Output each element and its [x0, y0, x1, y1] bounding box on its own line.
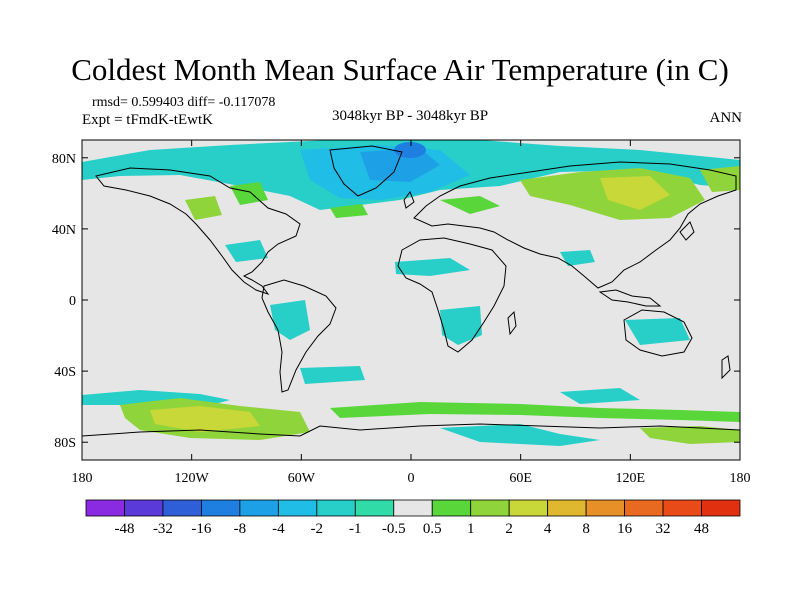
antarctic-positive-belt [330, 402, 740, 422]
map-axes: 80N 40N 0 40S 80S 180 120W 60W 0 60E 120E 180 [52, 140, 751, 486]
colorbar-swatch [624, 499, 664, 517]
colorbar-swatch [393, 499, 433, 517]
lon-tick-label: 120W [175, 471, 210, 486]
colorbar-swatch [701, 499, 741, 517]
indonesia-coast [598, 289, 662, 307]
lon-tick-label: 60E [509, 471, 532, 486]
colorbar-swatch [431, 499, 472, 517]
lon-tick-label: 120E [616, 471, 646, 486]
colorbar-swatch [508, 499, 549, 517]
colorbar-swatch [277, 499, 318, 517]
south-indian-negative-field [560, 388, 640, 404]
eurasia-coast [413, 161, 737, 289]
colorbar-swatch [354, 499, 395, 517]
colorbar-label: 1 [467, 521, 475, 537]
north-america-coast [95, 167, 301, 295]
colorbar-label: 8 [582, 521, 590, 537]
south-atlantic-negative-field [300, 366, 365, 384]
colorbar-label: -8 [234, 521, 247, 537]
southern-ocean-positive-core [150, 406, 260, 432]
stats-line: rmsd= 0.599403 diff= -0.117078 [92, 95, 276, 110]
colorbar-swatch [239, 499, 279, 517]
colorbar-swatch [124, 499, 164, 517]
colorbar-swatch [470, 499, 510, 517]
lon-tick-label: 180 [72, 471, 93, 486]
colorbar-swatch [662, 499, 702, 517]
lat-tick-label: 80S [54, 436, 76, 451]
greenland-core-field [360, 148, 440, 182]
new-zealand-coast [721, 355, 731, 380]
lat-tick-label: 40S [54, 365, 76, 380]
greenland-coast [329, 145, 403, 197]
anomaly-fields [82, 140, 740, 446]
africa-coast [397, 237, 507, 353]
colorbar-label: 16 [617, 521, 633, 537]
colorbar-swatch [85, 499, 125, 517]
europe-positive-field [440, 196, 500, 214]
colorbar-swatch [547, 499, 587, 517]
australia-negative-field [625, 318, 690, 345]
colorbar-label: 4 [544, 521, 552, 537]
colorbar-swatch [201, 499, 241, 517]
arabia-negative-field [560, 250, 595, 266]
north-atlantic-positive-field [330, 204, 368, 218]
japan-coast [679, 221, 695, 241]
lat-tick-label: 40N [52, 223, 76, 238]
colorbar-label: -4 [272, 521, 285, 537]
colorbar-swatch [316, 499, 356, 517]
colorbar-label: -48 [114, 521, 134, 537]
antarctica-coast [82, 423, 740, 437]
arctic-minimum-field [394, 142, 426, 158]
madagascar-coast [507, 310, 517, 336]
colorbar-label: 2 [505, 521, 513, 537]
south-africa-negative-field [440, 306, 482, 345]
colorbar-label: -32 [153, 521, 173, 537]
coastlines [82, 145, 740, 437]
experiment-label: Expt = tFmdK-tEwtK [82, 112, 213, 128]
uk-coast [403, 190, 415, 209]
period-label: 3048kyr BP - 3048kyr BP [331, 108, 489, 124]
colorbar-label: -1 [349, 521, 362, 537]
south-america-negative-field [270, 300, 310, 340]
colorbar-swatch [585, 499, 625, 517]
lon-tick-label: 60W [288, 471, 316, 486]
season-label: ANN [709, 110, 743, 126]
colorbar-label: -2 [311, 521, 324, 537]
lat-tick-label: 80N [52, 152, 76, 167]
colorbar-swatch [162, 499, 202, 517]
lat-tick-label: 0 [69, 294, 76, 309]
colorbar-label: -16 [191, 521, 211, 537]
antarctic-negative-strip [440, 424, 600, 446]
colorbar-label: 0.5 [423, 521, 442, 537]
map-title: Coldest Month Mean Surface Air Temperatu… [71, 52, 729, 87]
lon-tick-label: 180 [730, 471, 751, 486]
colorbar: -48 -32 -16 -8 -4 -2 -1 -0.5 0.5 1 2 4 8 16 32 48 [85, 499, 741, 537]
australia-coast [623, 309, 693, 357]
colorbar-label: -0.5 [382, 521, 406, 537]
pacific-negative-field [225, 240, 268, 262]
alaska-positive-field [185, 196, 222, 220]
south-america-coast [261, 279, 337, 393]
africa-negative-field [395, 258, 470, 276]
colorbar-label: 48 [694, 521, 709, 537]
siberia-core-field [600, 176, 670, 210]
lon-tick-label: 0 [408, 471, 415, 486]
east-siberia-field [700, 166, 740, 192]
ross-sea-positive-field [640, 426, 740, 444]
colorbar-label: 32 [656, 521, 671, 537]
